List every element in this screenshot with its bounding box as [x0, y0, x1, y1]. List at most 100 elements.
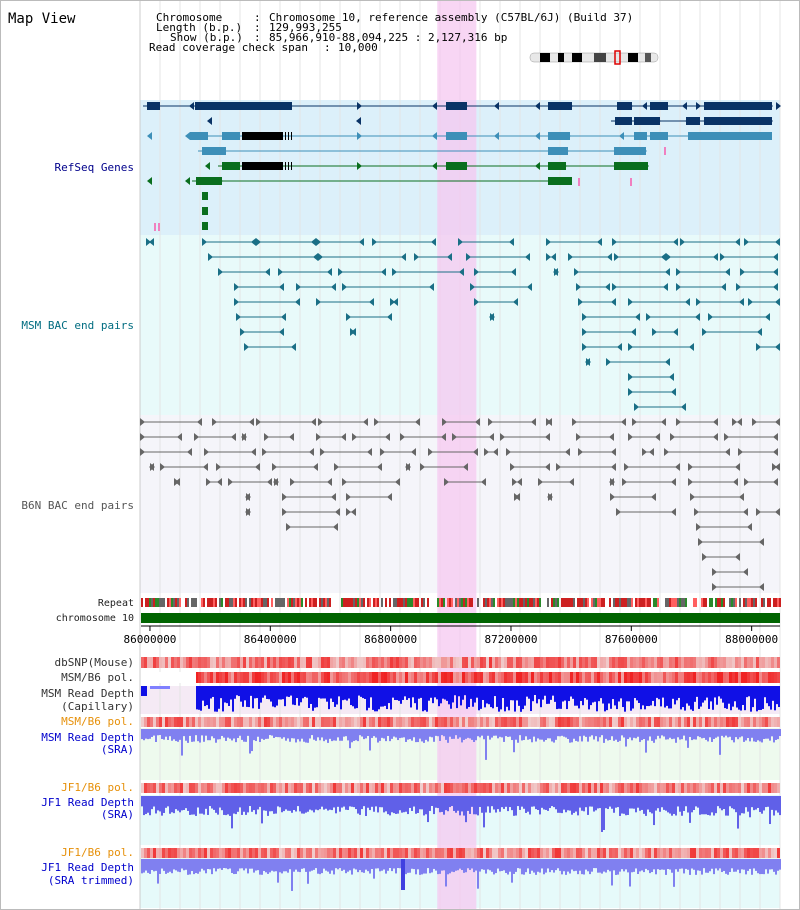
msm-depth-sra-bar	[571, 729, 573, 743]
jf1-b6-pol-2-heat-cell	[543, 848, 546, 858]
chromosome-ideogram[interactable]	[529, 50, 659, 65]
msm-bac-pair-end	[685, 298, 690, 306]
repeat-element	[259, 598, 261, 607]
b6n-bac-pair-end	[363, 418, 368, 426]
msm-bac-pair-end	[775, 238, 780, 246]
msm-depth-sra-bar	[179, 729, 181, 740]
b6n-bac-pair-end	[773, 478, 778, 486]
msm-depth-sra-bar	[441, 729, 443, 736]
jf1-b6-pol-2-heat-cell	[333, 848, 336, 858]
jf1-b6-pol-heat-cell	[708, 783, 711, 793]
msm-b6-pol-sra-heat-cell	[633, 717, 636, 727]
dbsnp-heat-cell	[159, 657, 162, 668]
msm-b6-pol-cap-heat-cell	[585, 672, 588, 683]
msm-depth-sra-bar	[591, 729, 593, 736]
jf1-b6-pol-2-heat-cell	[417, 848, 420, 858]
msm-bac-pair-end	[489, 313, 494, 321]
refseq-genes-track[interactable]	[143, 102, 781, 231]
dbsnp-heat-cell	[294, 657, 297, 668]
dbsnp-heat-cell	[750, 657, 753, 668]
jf1-b6-pol-heat-cell	[579, 783, 582, 793]
jf1-b6-pol-2-heat-cell	[393, 848, 396, 858]
msm-depth-sra-bar	[371, 729, 373, 738]
msm-b6-pol-cap-heat-cell	[618, 672, 621, 683]
jf1-depth-trim-bar	[183, 859, 185, 871]
b6n-bac-end-pairs-track[interactable]	[140, 418, 780, 591]
jf1-depth-sra-bar	[155, 796, 157, 814]
b6n-bac-pair-end	[160, 463, 165, 471]
jf1-b6-pol-heat-cell	[612, 783, 615, 793]
jf1-b6-pol-heat-cell	[684, 783, 687, 793]
msm-bac-pair-end	[381, 268, 386, 276]
msm-bac-track-label[interactable]: MSM BAC end pairs	[21, 319, 134, 332]
jf1-depth-sra-bar	[249, 796, 251, 807]
dbsnp-heat-cell	[708, 657, 711, 668]
region-highlight[interactable]	[437, 0, 477, 910]
jf1-depth-trim-bar	[689, 859, 691, 875]
dbsnp-heat-cell	[459, 657, 462, 668]
jf1-depth-sra-bar	[145, 796, 147, 814]
jf1-depth-trim-bar	[529, 859, 531, 874]
msm-depth-sra-bar	[165, 729, 167, 737]
jf1-b6-pol-heat-cell	[435, 783, 438, 793]
msm-b6-pol-cap-heat-cell	[606, 672, 609, 683]
msm-depth-sra-bar	[417, 729, 419, 743]
jf1-depth-trim-bar	[287, 859, 289, 873]
repeat-element	[657, 598, 659, 607]
msm-b6-pol-cap-heat-cell	[438, 672, 441, 683]
b6n-bac-pair-end	[374, 418, 379, 426]
dbsnp-heat-cell	[408, 657, 411, 668]
repeat-element	[187, 598, 189, 607]
jf1-depth-sra-bar	[641, 796, 643, 810]
dbsnp-heat-cell	[660, 657, 663, 668]
repeat-element	[751, 598, 753, 607]
msm-depth-cap-bar	[532, 686, 534, 702]
jf1-depth-sra-bar	[387, 796, 389, 815]
jf1-depth-sra-bar	[501, 796, 503, 808]
msm-depth-cap-bar	[354, 686, 356, 709]
msm-depth-cap-bar	[516, 686, 518, 701]
jf1-depth-trim-bar	[599, 859, 601, 873]
jf1-b6-pol-2-heat-cell	[537, 848, 540, 858]
dbsnp-heat-cell	[450, 657, 453, 668]
jf1-depth-sra-bar	[343, 796, 345, 807]
repeat-element	[577, 598, 579, 607]
msm-depth-sra-bar	[525, 729, 527, 737]
msm-b6-pol-sra-heat-cell	[543, 717, 546, 727]
dbsnp-heat-cell	[351, 657, 354, 668]
msm-depth-sra-bar	[675, 729, 677, 743]
repeat-element	[427, 598, 429, 607]
jf1-depth-trim-bar	[381, 859, 383, 871]
msm-depth-cap-bar	[688, 686, 690, 706]
msm-depth-cap-bar	[620, 686, 622, 699]
repeat-element	[417, 598, 419, 607]
repeat-element	[153, 598, 155, 607]
jf1-b6-pol-2-heat-cell	[438, 848, 441, 858]
jf1-depth-trim-bar	[299, 859, 301, 873]
ideogram-position-marker[interactable]	[614, 50, 621, 65]
b6n-bac-track-label[interactable]: B6N BAC end pairs	[21, 499, 134, 512]
dbsnp-heat-cell	[567, 657, 570, 668]
b6n-bac-pair-end	[538, 478, 543, 486]
gene-strand-arrow	[619, 102, 624, 110]
jf1-b6-pol-heat-cell	[147, 783, 150, 793]
dbsnp-heat-cell	[723, 657, 726, 668]
dbsnp-heat-cell	[423, 657, 426, 668]
msm-depth-cap-bar	[552, 686, 554, 696]
msm-bac-end-pairs-track[interactable]	[146, 238, 780, 411]
jf1-b6-pol-heat-cell	[285, 783, 288, 793]
jf1-depth-trim-bar	[189, 859, 191, 875]
msm-bac-pair-end	[740, 268, 745, 276]
dbsnp-heat-cell	[390, 657, 393, 668]
msm-depth-cap-bar	[282, 686, 284, 700]
jf1-depth-trim-bar	[721, 859, 723, 873]
gene-exon-tick	[282, 162, 283, 170]
dbsnp-heat-cell	[195, 657, 198, 668]
b6n-bac-pair-end	[752, 418, 757, 426]
refseq-track-label[interactable]: RefSeq Genes	[55, 161, 134, 174]
b6n-bac-pair-end	[351, 508, 356, 516]
repeat-element	[511, 598, 513, 607]
jf1-b6-pol-heat-cell	[267, 783, 270, 793]
msm-b6-pol-sra-heat-cell	[666, 717, 669, 727]
jf1-b6-pol-heat-cell	[282, 783, 285, 793]
